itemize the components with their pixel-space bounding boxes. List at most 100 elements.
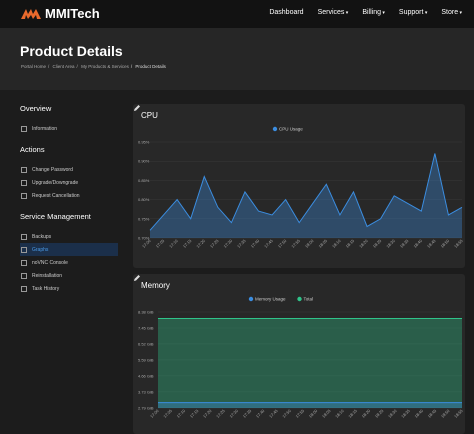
x-tick-label: 17:25 [209,238,220,249]
sidebar-item[interactable]: Upgrade/Downgrade [20,176,118,189]
x-tick-label: 17:40 [255,408,266,419]
breadcrumb-item[interactable]: Client Area [46,64,75,69]
navbar: MMITech Dashboard Services Billing Suppo… [0,0,474,28]
x-tick-label: 18:45 [427,408,438,419]
x-tick-label: 17:50 [281,408,292,419]
nav-link[interactable]: Billing [362,9,385,16]
x-tick-label: 17:00 [149,408,160,419]
sidebar: Overview Information Actions Change Passwor… [20,104,118,305]
x-tick-label: 17:05 [155,238,166,249]
nav-link[interactable]: Dashboard [269,9,304,16]
nav-link[interactable]: Services [318,9,349,16]
x-tick-label: 17:20 [202,408,213,419]
x-tick-label: 18:20 [361,408,372,419]
breadcrumb-item[interactable]: Portal Home [21,64,47,69]
y-tick-label: 7.45 GiB [138,325,154,330]
x-tick-label: 18:05 [321,408,332,419]
section-title: Overview [20,104,52,113]
area-fill [158,318,462,408]
brand[interactable]: MMITech [20,6,100,21]
header: Product Details Portal HomeClient AreaMy… [0,28,474,90]
sidebar-item[interactable]: Task History [20,282,118,295]
sidebar-item[interactable]: Request Cancellation [20,189,118,202]
legend-swatch [248,296,254,302]
x-tick-label: 18:00 [304,238,315,249]
breadcrumb-item[interactable]: My Products & Services [75,64,129,69]
x-tick-label: 18:45 [426,238,437,249]
logo [21,8,41,19]
x-tick-label: 18:20 [358,238,369,249]
x-tick-label: 17:00 [141,238,152,249]
y-tick-label: 0.95% [138,140,150,145]
x-tick-label: 17:35 [242,408,253,419]
brand-name: MMITech [45,6,100,21]
sidebar-section: Overview Information [20,104,118,135]
memory-panel: Memory 2.79 GiB 3.73 GiB 4.66 GiB 5.59 GiB 6.… [133,274,465,434]
x-tick-label: 17:30 [228,408,239,419]
edit-icon[interactable] [133,274,141,282]
x-tick-label: 18:30 [385,238,396,249]
chart: 2.79 GiB 3.73 GiB 4.66 GiB 5.59 GiB 6.52 GiB… [138,296,464,419]
panel-title: CPU [141,111,158,120]
x-tick-label: 18:25 [372,238,383,249]
x-tick-label: 17:10 [176,408,187,419]
x-tick-label: 17:45 [268,408,279,419]
legend-label: Memory Usage [255,297,286,302]
x-tick-label: 17:15 [189,408,200,419]
x-tick-label: 17:20 [195,238,206,249]
y-tick-label: 2.79 GiB [138,406,154,411]
x-tick-label: 18:40 [413,408,424,419]
x-tick-label: 18:10 [331,238,342,249]
y-tick-label: 8.38 GiB [138,310,154,315]
legend: Memory Usage Total [248,296,313,302]
y-tick-label: 6.52 GiB [138,341,154,346]
x-tick-label: 17:45 [263,238,274,249]
x-tick-label: 18:35 [400,408,411,419]
sidebar-item[interactable]: noVNC Console [20,256,118,269]
edit-icon[interactable] [133,104,141,112]
x-tick-label: 17:30 [222,238,233,249]
sidebar-section: Actions Change Password Upgrade/Downgrade R… [20,145,118,202]
x-tick-label: 18:15 [345,238,356,249]
x-tick-label: 17:15 [182,238,193,249]
chart: 0.70% 0.75% 0.80% 0.85% 0.90% 0.95% 17:00 17:05… [138,127,464,249]
pencil-shape [134,105,140,111]
breadcrumb: Portal HomeClient AreaMy Products & Serv… [21,64,166,69]
y-tick-label: 0.90% [138,159,150,164]
x-tick-label: 17:40 [250,238,261,249]
section-title: Service Management [20,212,91,221]
y-tick-label: 4.66 GiB [138,373,154,378]
nav-links: Dashboard Services Billing Support Store [269,9,462,16]
sidebar-item[interactable]: Graphs [20,243,118,256]
x-tick-label: 18:10 [334,408,345,419]
x-tick-label: 17:55 [294,408,305,419]
panel-title: Memory [141,281,170,290]
x-tick-label: 18:55 [453,408,464,419]
nav-link[interactable]: Store [441,9,462,16]
y-tick-label: 5.59 GiB [138,357,154,362]
y-tick-label: 3.73 GiB [138,389,154,394]
x-tick-label: 17:25 [215,408,226,419]
legend: CPU Usage [272,127,303,132]
sidebar-item[interactable]: Backups [20,230,118,243]
x-tick-label: 18:25 [374,408,385,419]
sidebar-item[interactable]: Information [20,122,118,135]
sidebar-item[interactable]: Reinstallation [20,269,118,282]
x-tick-label: 17:50 [277,238,288,249]
x-tick-label: 17:35 [236,238,247,249]
pencil-shape [134,275,140,281]
breadcrumb-item[interactable]: Product Details [129,64,166,69]
x-tick-label: 18:00 [308,408,319,419]
section-title: Actions [20,145,45,154]
area-fill [158,402,462,408]
x-tick-label: 17:10 [168,238,179,249]
nav-link[interactable]: Support [399,9,427,16]
series-line [149,153,463,231]
sidebar-item[interactable]: Change Password [20,163,118,176]
x-tick-label: 18:30 [387,408,398,419]
cpu-panel: CPU 0.70% 0.75% 0.80% 0.85% 0.90% 0.95% 17:00 17… [133,104,465,268]
x-tick-label: 18:50 [440,238,451,249]
y-tick-label: 0.75% [138,216,150,221]
y-tick-label: 0.85% [138,178,150,183]
